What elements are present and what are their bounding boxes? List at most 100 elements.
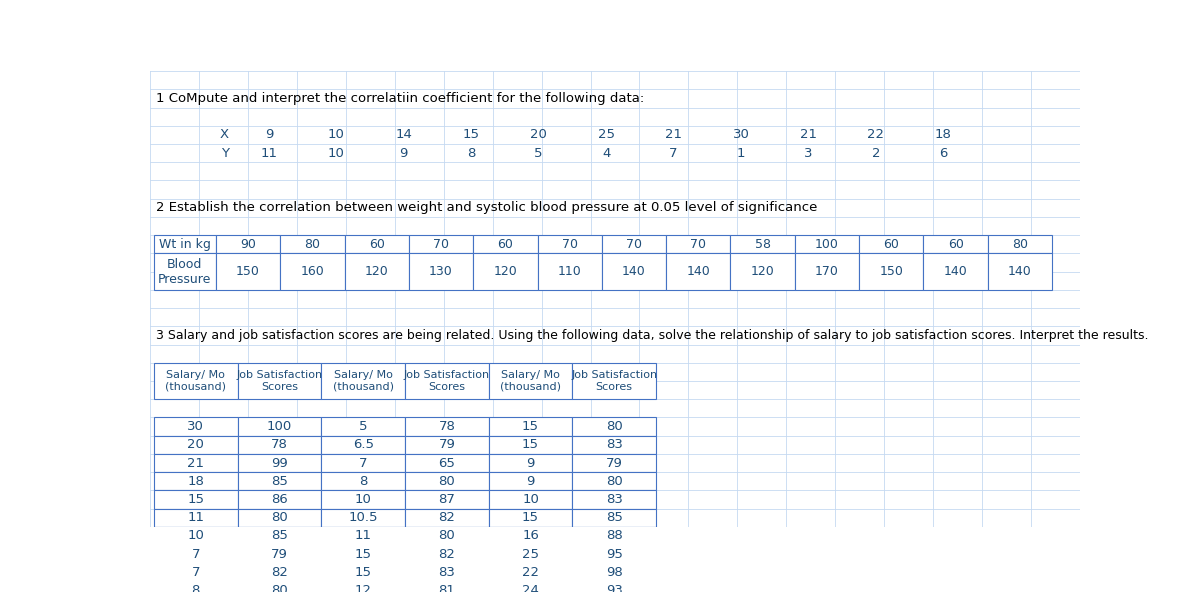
Text: 15: 15 <box>522 420 539 433</box>
Text: 8: 8 <box>192 584 200 592</box>
Bar <box>666 235 731 253</box>
Bar <box>731 235 794 253</box>
Bar <box>238 564 322 581</box>
Bar <box>538 235 602 253</box>
Bar <box>154 253 216 290</box>
Bar <box>572 581 656 592</box>
Bar <box>322 545 404 564</box>
Text: 82: 82 <box>271 566 288 579</box>
Text: 30: 30 <box>187 420 204 433</box>
Text: 11: 11 <box>355 529 372 542</box>
Bar <box>404 417 488 436</box>
Bar <box>572 417 656 436</box>
Bar <box>322 564 404 581</box>
Text: 1 CoMpute and interpret the correlatiin coefficient for the following data:: 1 CoMpute and interpret the correlatiin … <box>156 92 644 105</box>
Text: 80: 80 <box>305 238 320 251</box>
Bar <box>572 490 656 509</box>
Text: 5: 5 <box>534 147 542 160</box>
Text: 78: 78 <box>438 420 455 433</box>
Bar <box>322 436 404 454</box>
Text: 93: 93 <box>606 584 623 592</box>
Text: 25: 25 <box>598 128 614 141</box>
Bar <box>404 472 488 490</box>
Text: 22: 22 <box>522 566 539 579</box>
Text: 140: 140 <box>622 265 646 278</box>
Bar <box>404 490 488 509</box>
Text: 8: 8 <box>359 475 367 488</box>
Text: 15: 15 <box>187 493 204 506</box>
Text: 86: 86 <box>271 493 288 506</box>
Bar <box>488 527 572 545</box>
Bar <box>154 545 238 564</box>
Text: 10: 10 <box>522 493 539 506</box>
Text: 98: 98 <box>606 566 623 579</box>
Text: 87: 87 <box>438 493 455 506</box>
Bar <box>238 363 322 399</box>
Text: 7: 7 <box>192 548 200 561</box>
Text: 78: 78 <box>271 438 288 451</box>
Bar <box>154 454 238 472</box>
Bar <box>988 253 1052 290</box>
Text: 170: 170 <box>815 265 839 278</box>
Text: 70: 70 <box>690 238 707 251</box>
Text: 9: 9 <box>527 456 535 469</box>
Text: 58: 58 <box>755 238 770 251</box>
Text: Salary/ Mo
(thousand): Salary/ Mo (thousand) <box>166 370 227 392</box>
Text: Y: Y <box>221 147 229 160</box>
Text: 15: 15 <box>522 511 539 525</box>
Text: 70: 70 <box>626 238 642 251</box>
Text: 10.5: 10.5 <box>348 511 378 525</box>
Bar <box>216 235 281 253</box>
Text: 95: 95 <box>606 548 623 561</box>
Bar <box>488 564 572 581</box>
Text: 80: 80 <box>438 529 455 542</box>
Text: 6: 6 <box>940 147 948 160</box>
Text: 4: 4 <box>602 147 611 160</box>
Bar <box>238 436 322 454</box>
Text: 88: 88 <box>606 529 623 542</box>
Text: 120: 120 <box>751 265 774 278</box>
Text: 3: 3 <box>804 147 812 160</box>
Text: Wt in kg: Wt in kg <box>158 238 211 251</box>
Text: 9: 9 <box>265 128 274 141</box>
Text: X: X <box>220 128 229 141</box>
Text: 15: 15 <box>522 438 539 451</box>
Text: 85: 85 <box>606 511 623 525</box>
Text: 22: 22 <box>868 128 884 141</box>
Bar <box>473 253 538 290</box>
Text: 6.5: 6.5 <box>353 438 373 451</box>
Text: 5: 5 <box>359 420 367 433</box>
Bar <box>404 454 488 472</box>
Bar <box>488 545 572 564</box>
Text: 83: 83 <box>438 566 455 579</box>
Bar <box>322 417 404 436</box>
Bar <box>731 253 794 290</box>
Text: 80: 80 <box>271 584 288 592</box>
Text: 15: 15 <box>355 566 372 579</box>
Text: 100: 100 <box>815 238 839 251</box>
Text: Job Satisfaction
Scores: Job Satisfaction Scores <box>571 370 658 392</box>
Text: Blood
Pressure: Blood Pressure <box>158 258 211 285</box>
Text: 18: 18 <box>935 128 952 141</box>
Bar <box>602 253 666 290</box>
Bar <box>924 253 988 290</box>
Bar <box>322 581 404 592</box>
Bar <box>488 472 572 490</box>
Bar <box>572 564 656 581</box>
Bar <box>572 472 656 490</box>
Bar <box>238 581 322 592</box>
Text: 15: 15 <box>355 548 372 561</box>
Text: 79: 79 <box>271 548 288 561</box>
Text: 14: 14 <box>395 128 413 141</box>
Text: 10: 10 <box>187 529 204 542</box>
Bar <box>322 472 404 490</box>
Bar <box>154 509 238 527</box>
Text: 30: 30 <box>732 128 749 141</box>
Bar <box>322 454 404 472</box>
Bar <box>488 363 572 399</box>
Bar <box>404 363 488 399</box>
Text: 81: 81 <box>438 584 455 592</box>
Bar <box>404 545 488 564</box>
Bar <box>488 454 572 472</box>
Text: 83: 83 <box>606 438 623 451</box>
